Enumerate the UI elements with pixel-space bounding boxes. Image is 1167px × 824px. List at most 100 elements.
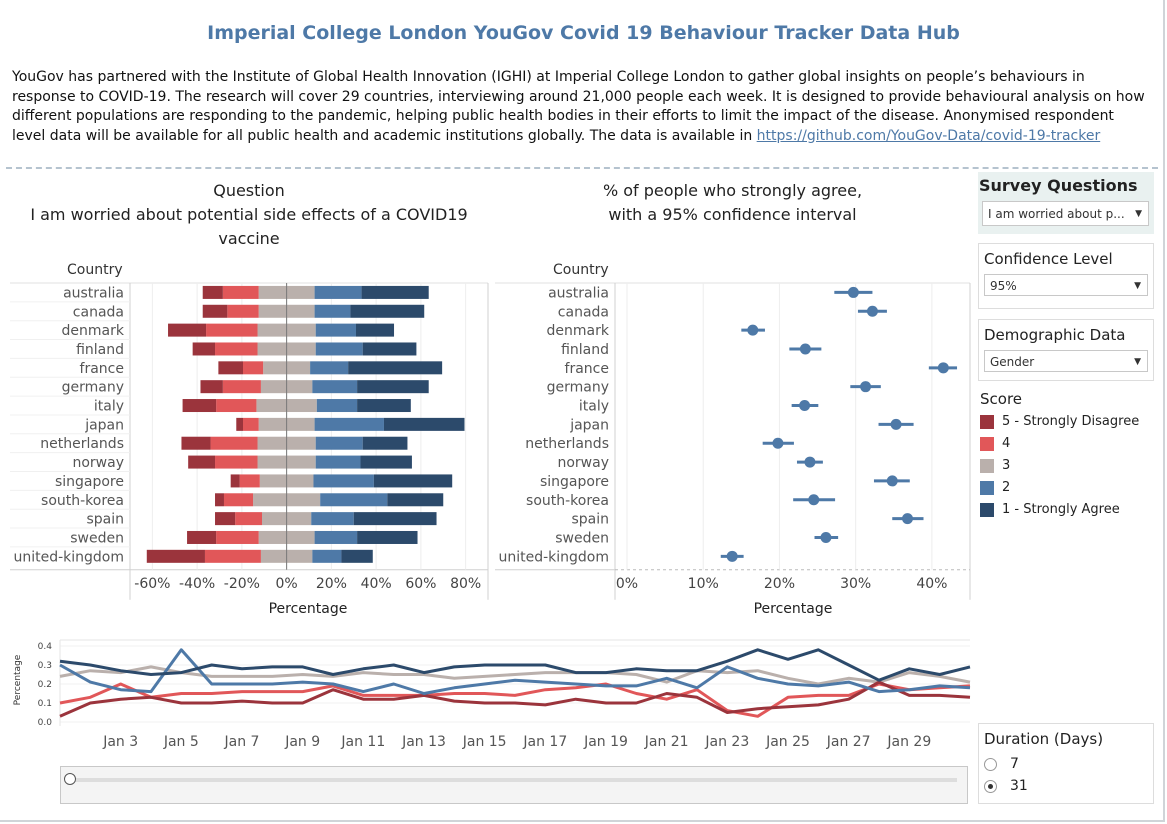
bar-segment-score4 xyxy=(242,361,264,375)
estimate-point xyxy=(901,513,913,525)
estimate-point xyxy=(937,362,949,374)
legend-item[interactable]: 3 xyxy=(980,458,1155,473)
slider-handle[interactable] xyxy=(64,773,76,785)
duration-option-7[interactable]: 7 xyxy=(984,756,1148,772)
estimate-point xyxy=(799,400,811,412)
country-label: south-korea xyxy=(41,493,124,509)
bar-segment-score2 xyxy=(312,549,342,563)
x-tick-label: Jan 25 xyxy=(765,734,810,750)
country-label: italy xyxy=(94,399,124,415)
bar-segment-score5 xyxy=(146,549,205,563)
country-label: france xyxy=(80,361,124,377)
bar-segment-score4 xyxy=(216,530,259,544)
legend-label: 1 - Strongly Agree xyxy=(1002,502,1120,517)
legend-swatch xyxy=(980,458,994,473)
country-label: south-korea xyxy=(526,493,609,509)
bar-segment-score1 xyxy=(357,530,418,544)
bar-segment-score5 xyxy=(215,493,224,507)
bar-segment-score5 xyxy=(188,455,216,469)
left-heading-line3: vaccine xyxy=(218,229,280,248)
country-label: france xyxy=(565,361,609,377)
right-axis-title: Percentage xyxy=(753,601,833,617)
y-tick-label: 0.0 xyxy=(38,718,53,728)
country-label: canada xyxy=(558,304,609,320)
country-label: germany xyxy=(547,380,609,396)
country-label: denmark xyxy=(62,323,125,339)
x-tick-label: 40% xyxy=(916,576,947,592)
confidence-level-dropdown[interactable]: 95% ▼ xyxy=(984,274,1148,296)
bar-segment-score2 xyxy=(315,323,356,337)
description-text: YouGov has partnered with the Institute … xyxy=(12,69,1145,144)
country-label: japan xyxy=(84,417,124,433)
bar-segment-score1 xyxy=(357,399,411,413)
country-label: italy xyxy=(579,399,609,415)
country-label: canada xyxy=(73,304,124,320)
bar-segment-score1 xyxy=(360,455,412,469)
confidence-level-panel: Confidence Level 95% ▼ xyxy=(978,243,1154,309)
bar-segment-score1 xyxy=(362,436,408,450)
bar-segment-score1 xyxy=(362,342,417,356)
bar-segment-score4 xyxy=(239,474,260,488)
estimate-point xyxy=(726,550,738,562)
bar-segment-score1 xyxy=(373,474,453,488)
legend-swatch xyxy=(980,480,994,495)
bar-segment-score1 xyxy=(350,304,425,318)
legend-item[interactable]: 1 - Strongly Agree xyxy=(980,502,1155,517)
bar-segment-score2 xyxy=(316,399,358,413)
estimate-point xyxy=(808,494,820,506)
legend-item[interactable]: 2 xyxy=(980,480,1155,495)
demographic-value: Gender xyxy=(990,355,1035,369)
github-link[interactable]: https://github.com/YouGov-Data/covid-19-… xyxy=(756,127,1101,144)
survey-questions-panel: Survey Questions I am worried about p...… xyxy=(978,172,1154,234)
left-heading-line2: I am worried about potential side effect… xyxy=(30,205,468,224)
right-heading-line1: % of people who strongly agree, xyxy=(602,181,863,200)
demographic-data-panel: Demographic Data Gender ▼ xyxy=(978,319,1154,381)
legend-item[interactable]: 5 - Strongly Disagree xyxy=(980,414,1155,429)
bar-segment-score2 xyxy=(314,417,384,431)
bar-segment-score1 xyxy=(383,417,465,431)
description: YouGov has partnered with the Institute … xyxy=(12,68,1147,146)
right-heading-line2: with a 95% confidence interval xyxy=(608,205,857,224)
bar-segment-score5 xyxy=(200,380,223,394)
x-tick-label: 0% xyxy=(616,576,638,592)
country-label: norway xyxy=(72,455,124,471)
demographic-dropdown[interactable]: Gender ▼ xyxy=(984,350,1148,372)
country-label: japan xyxy=(569,417,609,433)
estimate-point xyxy=(772,437,784,449)
bar-segment-score5 xyxy=(187,530,217,544)
confidence-level-value: 95% xyxy=(990,279,1017,293)
estimate-point xyxy=(860,381,872,393)
estimate-point xyxy=(847,286,859,298)
duration-option-31-label: 31 xyxy=(1010,778,1028,794)
x-tick-label: 0% xyxy=(276,576,298,592)
legend-item[interactable]: 4 xyxy=(980,436,1155,451)
bar-segment-score4 xyxy=(206,323,258,337)
estimate-point xyxy=(747,324,759,336)
survey-question-value: I am worried about p... xyxy=(988,207,1125,221)
bar-segment-score2 xyxy=(314,530,358,544)
slider-track xyxy=(69,778,957,782)
radio-7[interactable] xyxy=(984,757,997,771)
date-range-slider[interactable] xyxy=(60,766,968,804)
x-tick-label: -40% xyxy=(179,576,215,592)
y-tick-label: 0.3 xyxy=(38,661,52,671)
survey-question-dropdown[interactable]: I am worried about p... ▼ xyxy=(982,201,1149,226)
y-tick-label: 0.4 xyxy=(38,642,53,652)
country-label: sweden xyxy=(555,530,609,546)
left-axis-title: Percentage xyxy=(268,601,348,617)
time-series-chart: Percentage 0.0 0.1 0.2 0.3 0.4 Jan 3 Jan 5 Jan 7… xyxy=(13,639,971,750)
estimate-point xyxy=(799,343,811,355)
series-line-score3 xyxy=(59,665,971,686)
x-tick-label: 60% xyxy=(405,576,436,592)
radio-31[interactable] xyxy=(984,779,997,793)
bar-segment-score1 xyxy=(361,285,429,299)
left-heading-line1: Question xyxy=(213,181,285,200)
bar-segment-score4 xyxy=(242,417,259,431)
y-tick-label: 0.2 xyxy=(38,680,52,690)
x-tick-label: Jan 15 xyxy=(462,734,507,750)
survey-questions-title: Survey Questions xyxy=(979,176,1138,195)
duration-option-7-label: 7 xyxy=(1010,756,1019,772)
section-divider xyxy=(6,167,1158,169)
y-tick-label: 0.1 xyxy=(38,699,52,709)
duration-option-31[interactable]: 31 xyxy=(984,778,1148,794)
